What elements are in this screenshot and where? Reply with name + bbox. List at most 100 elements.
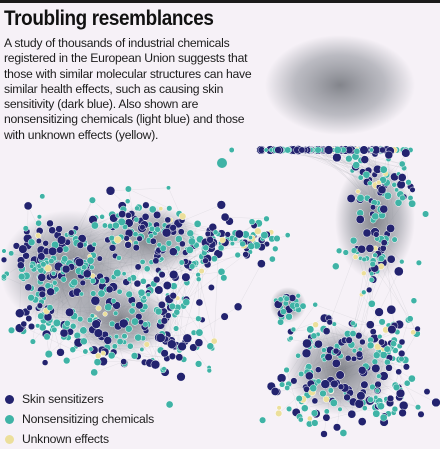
skin-sensitizer-node (324, 146, 333, 155)
nonsensitizing-node (352, 348, 357, 353)
skin-sensitizer-node (361, 381, 369, 389)
skin-sensitizer-node (135, 264, 141, 270)
skin-sensitizer-node (170, 292, 177, 299)
skin-sensitizer-node (370, 205, 376, 211)
nonsensitizing-node (196, 329, 203, 336)
skin-sensitizer-node (302, 349, 311, 358)
skin-sensitizer-node (358, 366, 366, 374)
nonsensitizing-node (376, 374, 381, 379)
nonsensitizing-node (332, 263, 339, 270)
legend-swatch-skin-sensitizers (5, 395, 14, 404)
skin-sensitizer-node (305, 372, 313, 380)
nonsensitizing-node (114, 334, 119, 339)
skin-sensitizer-node (321, 431, 328, 438)
skin-sensitizer-node (331, 380, 339, 388)
skin-sensitizer-node (299, 147, 305, 153)
skin-sensitizer-node (121, 359, 127, 365)
nonsensitizing-node (52, 327, 58, 333)
nonsensitizing-node (74, 332, 81, 339)
nonsensitizing-node (350, 330, 356, 336)
skin-sensitizer-node (347, 194, 355, 202)
nonsensitizing-node (94, 359, 101, 366)
skin-sensitizer-node (1, 257, 7, 263)
nonsensitizing-node (324, 409, 329, 414)
unknown-effect-node (114, 236, 121, 243)
nonsensitizing-node (391, 341, 397, 347)
nonsensitizing-node (114, 269, 122, 277)
unknown-effect-node (103, 312, 108, 317)
nonsensitizing-node (278, 297, 283, 302)
nonsensitizing-node (47, 305, 53, 311)
nonsensitizing-node (296, 353, 301, 358)
skin-sensitizer-node (140, 224, 146, 230)
nonsensitizing-node (315, 147, 322, 154)
skin-sensitizer-node (106, 186, 115, 195)
skin-sensitizer-node (361, 156, 369, 164)
skin-sensitizer-node (60, 329, 68, 337)
skin-sensitizer-node (399, 401, 408, 410)
nonsensitizing-node (111, 298, 116, 303)
nonsensitizing-node (354, 148, 360, 154)
skin-sensitizer-node (24, 202, 32, 210)
skin-sensitizer-node (381, 240, 387, 246)
unknown-effect-node (179, 213, 186, 220)
nonsensitizing-node (399, 161, 405, 167)
skin-sensitizer-node (398, 350, 405, 357)
skin-sensitizer-node (314, 340, 322, 348)
nonsensitizing-node (408, 200, 415, 207)
nonsensitizing-node (380, 166, 387, 173)
nonsensitizing-node (70, 323, 76, 329)
nonsensitizing-node (368, 397, 374, 403)
skin-sensitizer-node (375, 381, 382, 388)
skin-sensitizer-node (36, 238, 42, 244)
nonsensitizing-node (313, 302, 318, 307)
nonsensitizing-node (41, 262, 47, 268)
unknown-effect-node (353, 254, 358, 259)
nonsensitizing-node (240, 241, 246, 247)
nonsensitizing-node (392, 237, 398, 243)
nonsensitizing-node (1, 274, 6, 279)
nonsensitizing-node (392, 406, 398, 412)
skin-sensitizer-node (42, 360, 48, 366)
skin-sensitizer-node (327, 319, 333, 325)
nonsensitizing-node (408, 375, 415, 382)
legend-item-skin-sensitizers: Skin sensitizers (5, 389, 154, 409)
skin-sensitizer-node (432, 398, 440, 407)
nonsensitizing-node (384, 192, 391, 199)
skin-sensitizer-node (356, 351, 363, 358)
nonsensitizing-node (80, 327, 87, 334)
skin-sensitizer-node (225, 232, 231, 238)
nonsensitizing-node (269, 256, 275, 262)
skin-sensitizer-node (179, 241, 185, 247)
nonsensitizing-node (411, 298, 417, 304)
nonsensitizing-node (61, 277, 67, 283)
nonsensitizing-node (291, 327, 296, 332)
nonsensitizing-node (125, 325, 132, 332)
skin-sensitizer-node (321, 380, 330, 389)
skin-sensitizer-node (163, 281, 171, 289)
nonsensitizing-node (117, 338, 123, 344)
skin-sensitizer-node (137, 236, 143, 242)
nonsensitizing-node (369, 148, 373, 152)
skin-sensitizer-node (165, 217, 171, 223)
unknown-effect-node (101, 351, 106, 356)
skin-sensitizer-node (399, 409, 407, 417)
nonsensitizing-node (28, 239, 35, 246)
skin-sensitizer-node (351, 356, 357, 362)
nonsensitizing-node (23, 226, 29, 232)
skin-sensitizer-node (396, 369, 402, 375)
nonsensitizing-node (259, 417, 266, 424)
nonsensitizing-node (378, 255, 384, 261)
skin-sensitizer-node (398, 173, 406, 181)
nonsensitizing-node (280, 309, 286, 315)
nonsensitizing-node (63, 357, 70, 364)
skin-sensitizer-node (125, 212, 131, 218)
nonsensitizing-node (30, 339, 36, 345)
nonsensitizing-node (186, 246, 193, 253)
nonsensitizing-node (140, 278, 146, 284)
skin-sensitizer-node (418, 411, 425, 418)
unknown-effect-node (144, 342, 150, 348)
nonsensitizing-node (274, 235, 281, 242)
nonsensitizing-node (89, 197, 96, 204)
nonsensitizing-node (372, 359, 378, 365)
